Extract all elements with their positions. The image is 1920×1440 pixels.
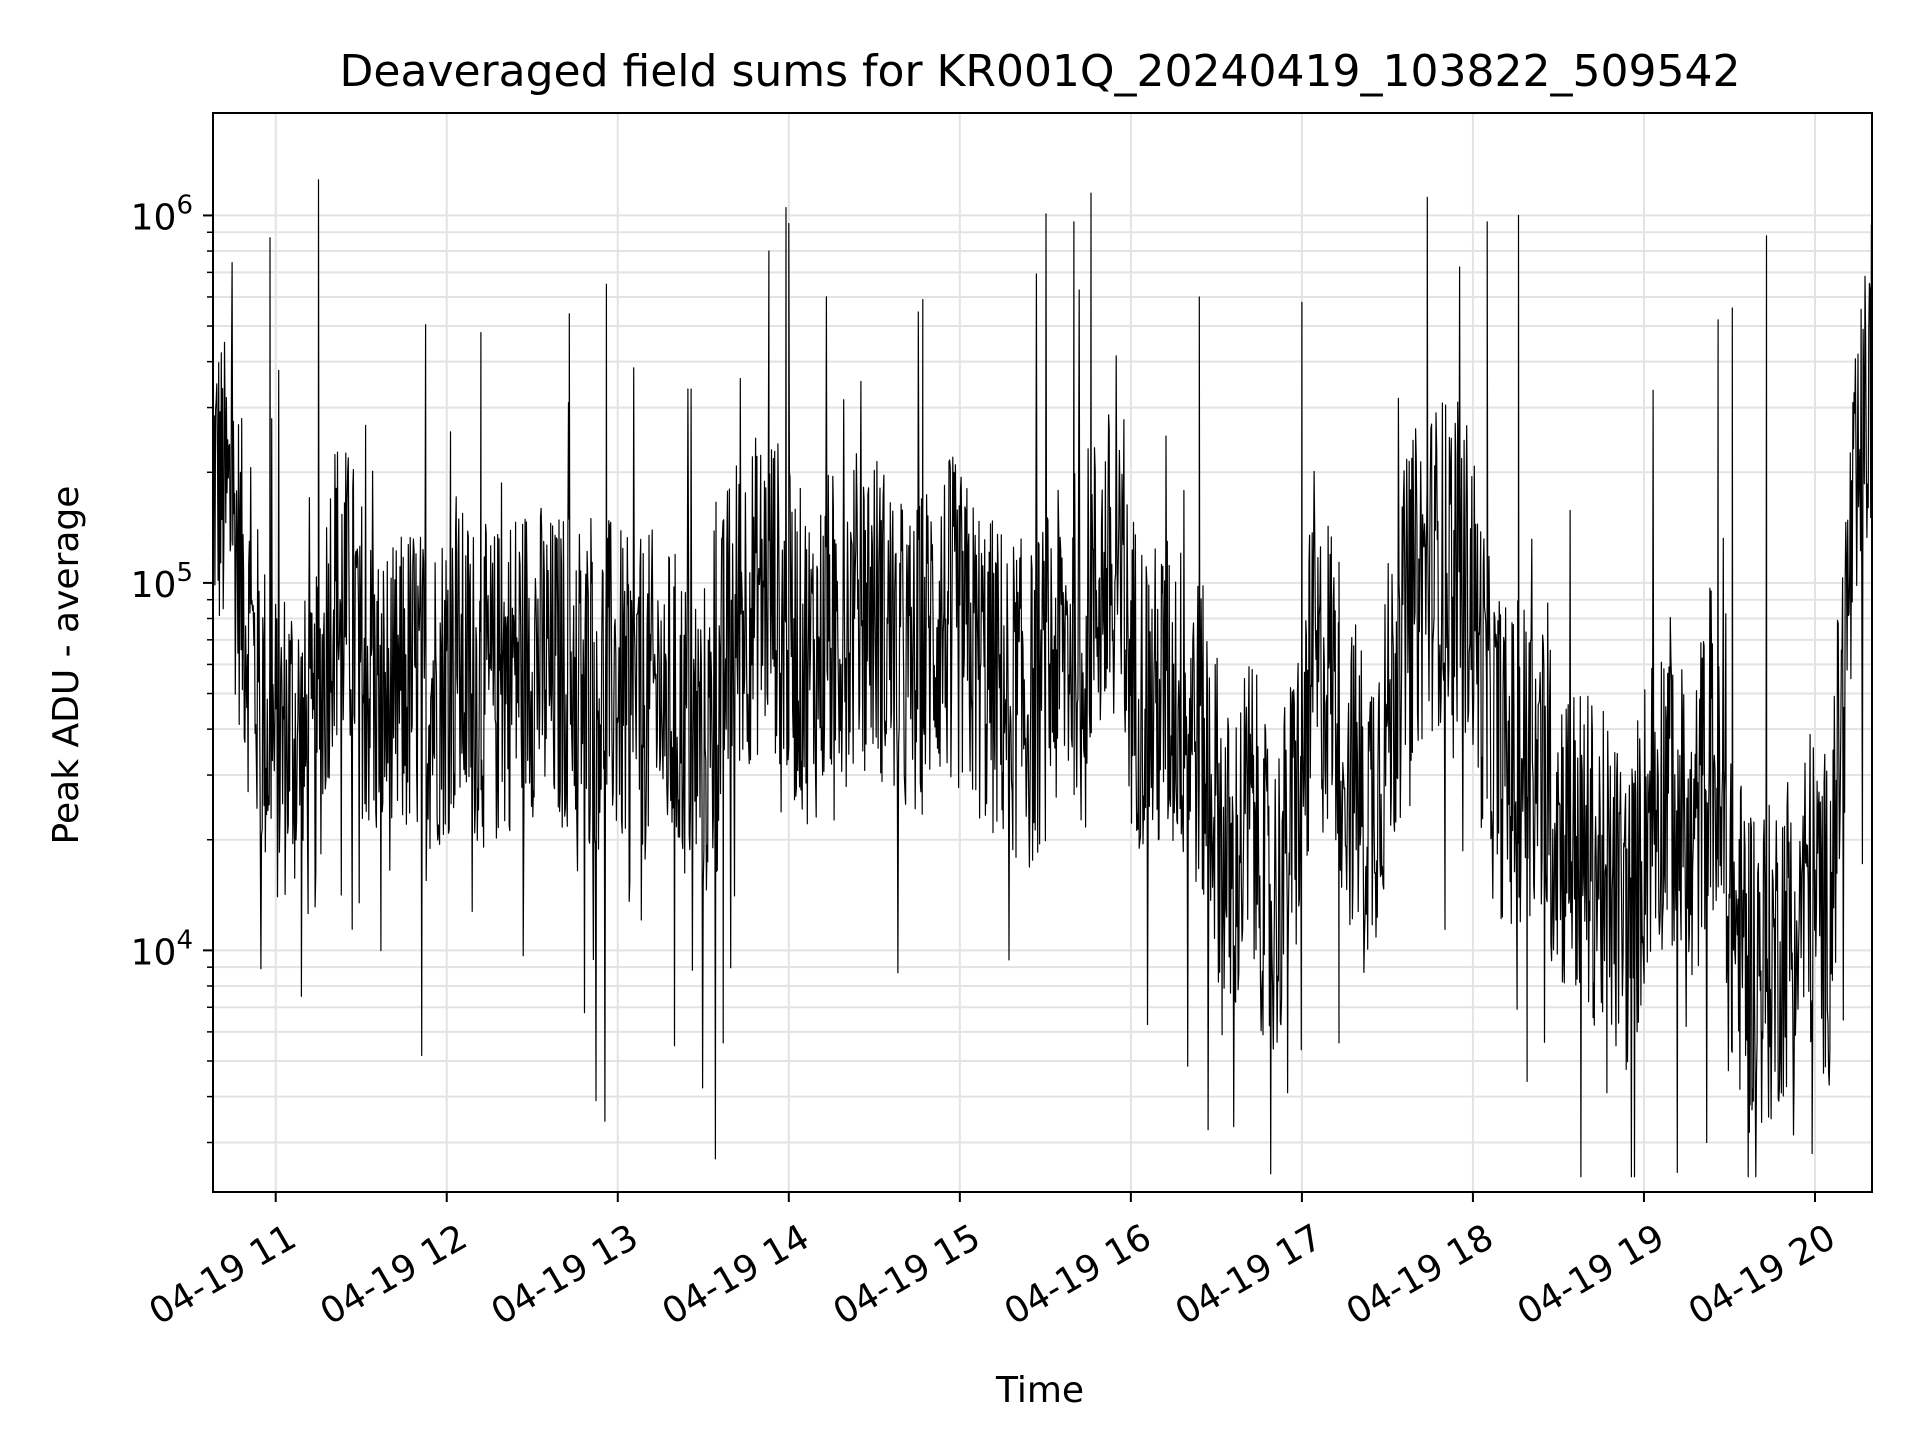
chart-title: Deaveraged field sums for KR001Q_2024041… bbox=[340, 46, 1741, 97]
y-tick-label: 104 bbox=[131, 925, 193, 973]
axes-frame bbox=[212, 112, 1873, 1193]
y-axis: 104 105 106 bbox=[131, 190, 213, 1144]
y-tick-label: 105 bbox=[131, 558, 193, 606]
plot-area bbox=[212, 164, 1873, 1178]
x-axis-label: Time bbox=[995, 1370, 1084, 1411]
series-line bbox=[212, 164, 1873, 1178]
y-tick-label: 106 bbox=[131, 190, 193, 238]
y-axis-label: Peak ADU - average bbox=[46, 486, 87, 845]
grid bbox=[213, 113, 1872, 1192]
